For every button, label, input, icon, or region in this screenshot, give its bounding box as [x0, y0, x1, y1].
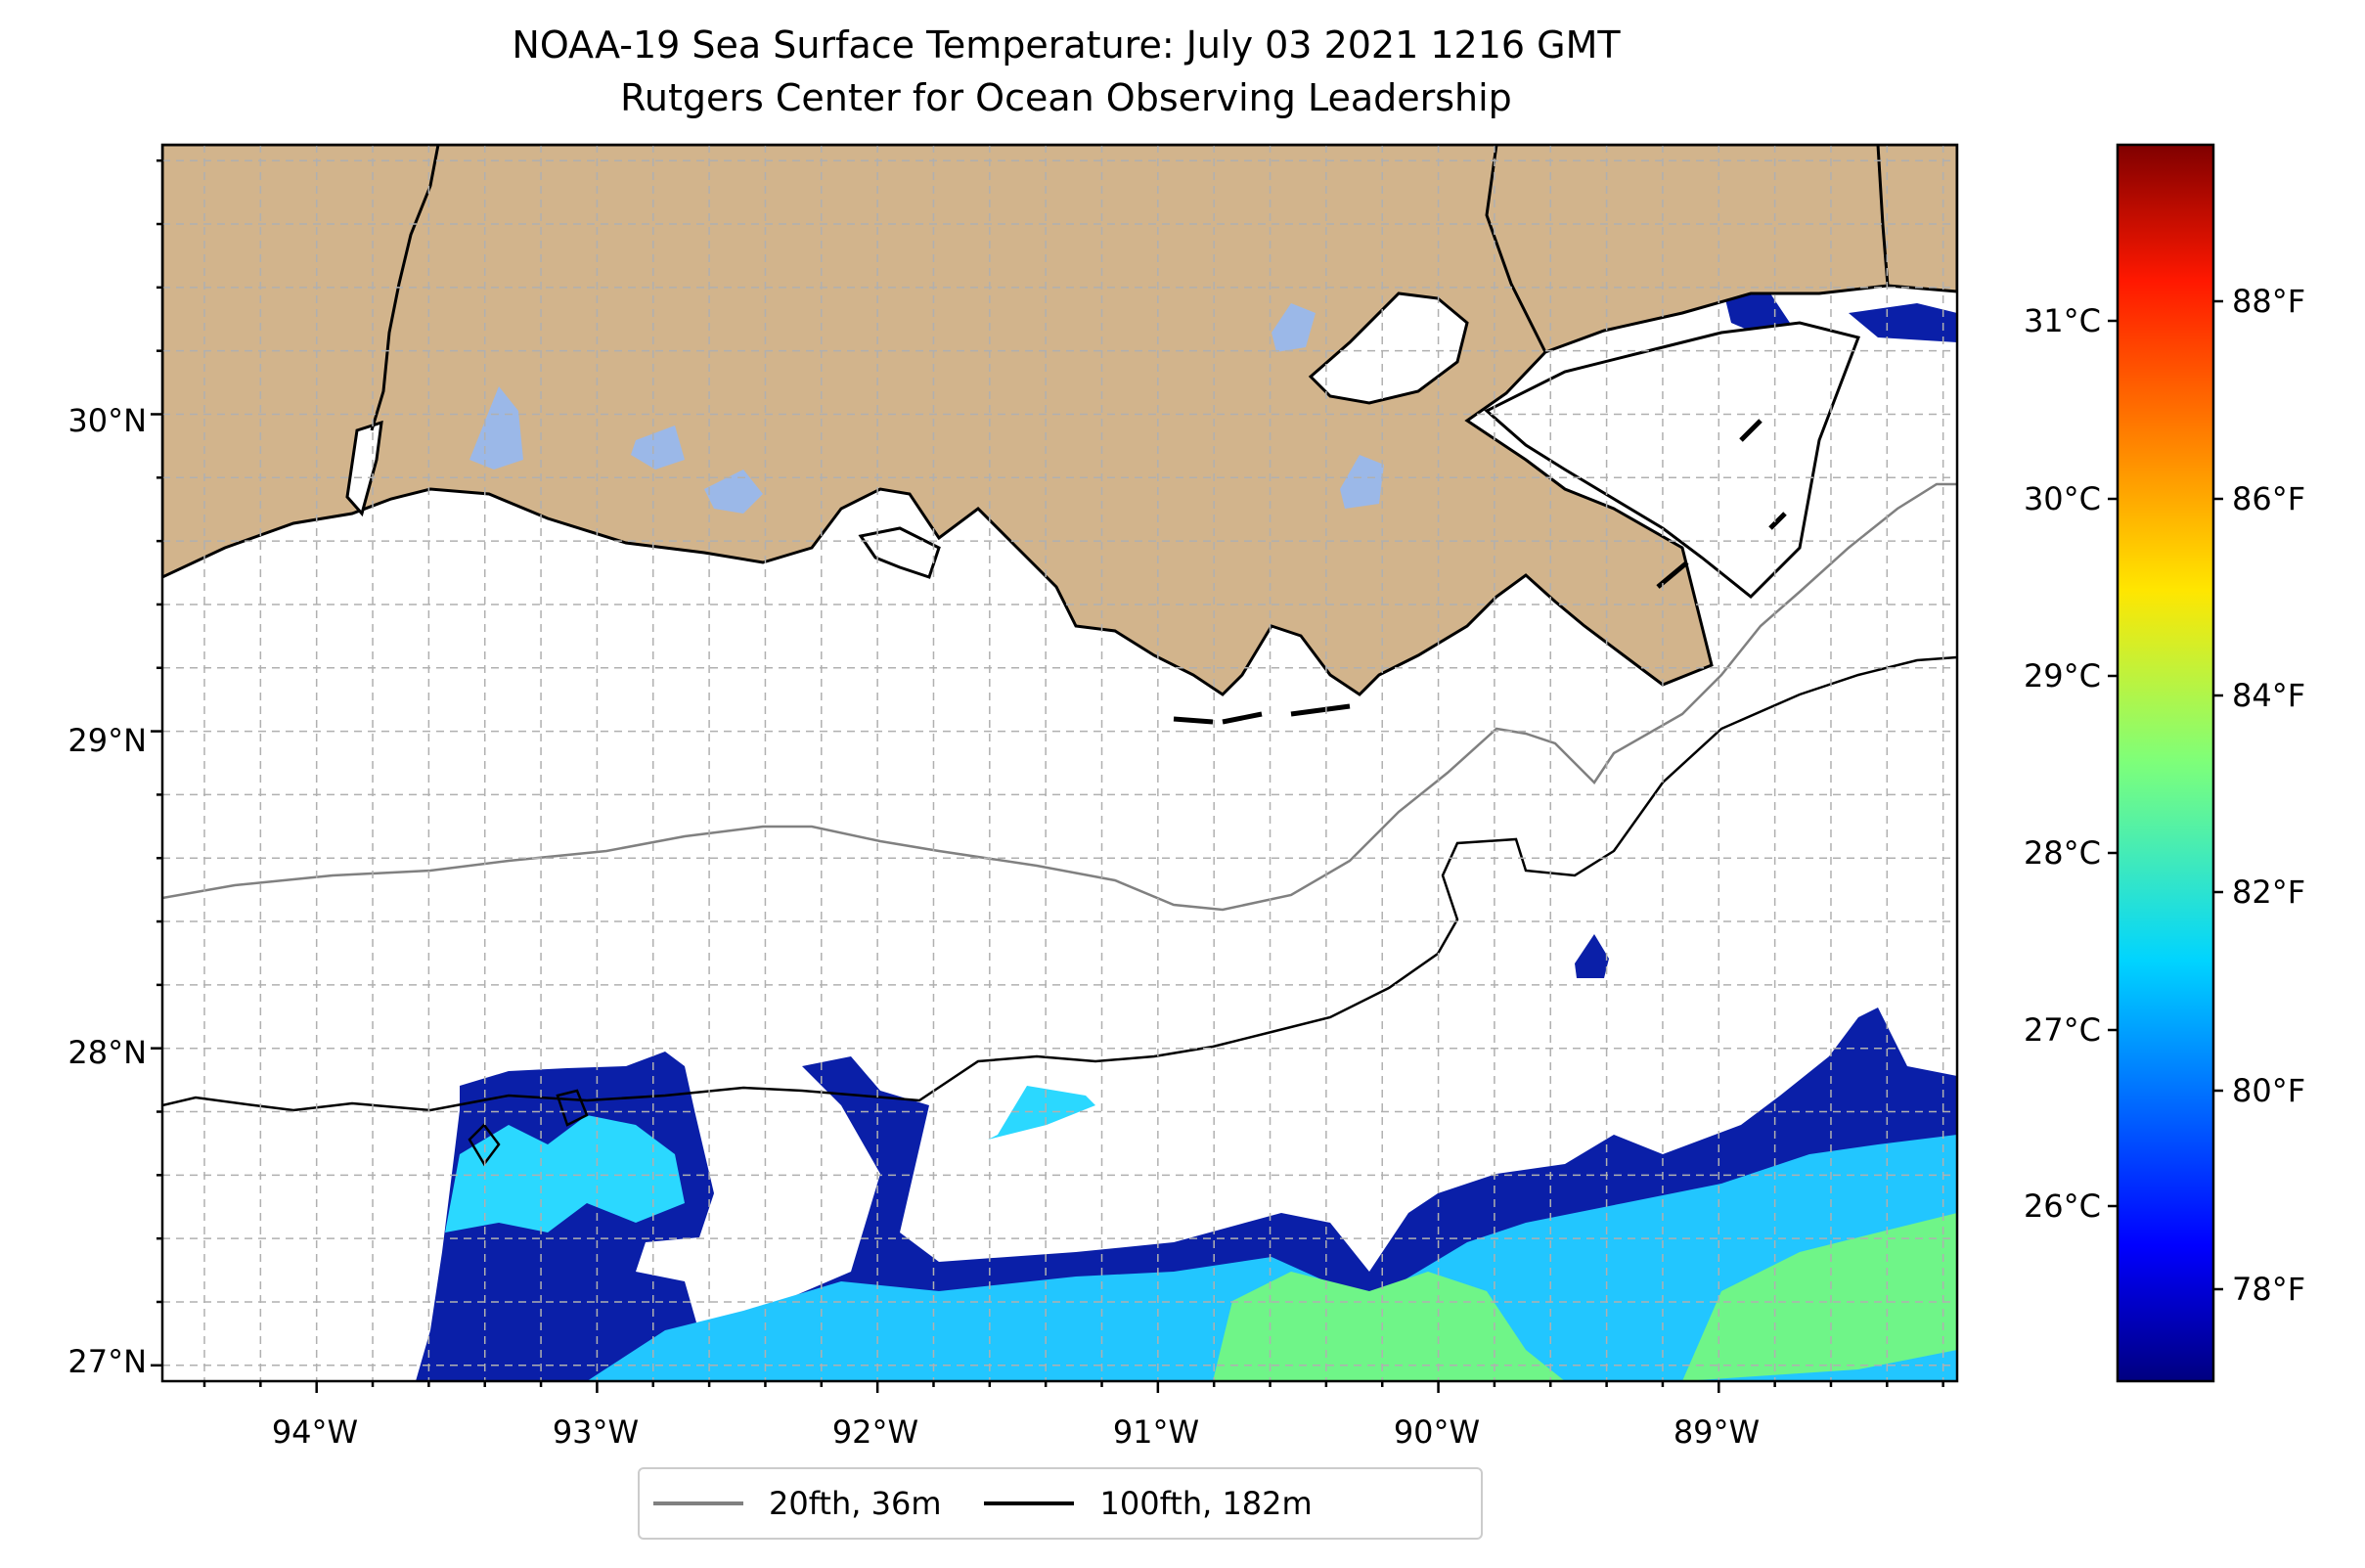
lat-label-28n: 28°N	[67, 1034, 147, 1071]
sst-patch-small	[988, 1086, 1095, 1140]
lake-calcasieu	[469, 386, 523, 470]
sst-patch-west-warm	[445, 1115, 685, 1232]
sst-patch-green	[1213, 1272, 1565, 1381]
fahrenheit-label-88: 88°F	[2232, 283, 2305, 320]
celsius-label-30: 30°C	[2024, 480, 2101, 517]
water-bay-mississippi	[1484, 321, 1861, 600]
contour-legend: 20fth, 36m 100fth, 182m	[638, 1467, 1483, 1540]
celsius-label-28: 28°C	[2024, 834, 2101, 872]
lat-labels: 27°N 28°N 29°N 30°N	[67, 402, 147, 1380]
contour-100fth	[162, 655, 1957, 1112]
water-sabine	[345, 420, 383, 517]
legend-swatch-100fth	[984, 1501, 1075, 1505]
celsius-labels: 26°C 27°C 28°C 29°C 30°C 31°C	[2024, 302, 2101, 1225]
tick-marks	[151, 158, 1944, 1393]
lat-label-30n: 30°N	[67, 402, 147, 439]
fahrenheit-label-84: 84°F	[2232, 677, 2305, 714]
map-subtitle: Rutgers Center for Ocean Observing Leade…	[620, 76, 1512, 119]
colorbar-ticks	[2108, 299, 2223, 1291]
lake-pontchartrain	[1308, 291, 1469, 405]
fahrenheit-labels: 78°F 80°F 82°F 84°F 86°F 88°F	[2232, 283, 2305, 1308]
lake-salvador	[1340, 455, 1384, 509]
celsius-label-27: 27°C	[2024, 1011, 2101, 1049]
lon-label-89w: 89°W	[1673, 1413, 1760, 1451]
lon-labels: 94°W 93°W 92°W 91°W 90°W 89°W	[272, 1413, 1760, 1451]
contour-20fth	[162, 482, 1957, 912]
colorbar: 26°C 27°C 28°C 29°C 30°C 31°C 78°F 80°F …	[2024, 143, 2305, 1383]
fahrenheit-label-86: 86°F	[2232, 480, 2305, 517]
state-border-tx-la	[370, 145, 440, 431]
lon-label-91w: 91°W	[1113, 1413, 1199, 1451]
fahrenheit-label-82: 82°F	[2232, 874, 2305, 911]
legend-label-100fth: 100fth, 182m	[1099, 1485, 1313, 1522]
sst-patch-dot	[1575, 934, 1609, 978]
lake-maurepas	[1272, 303, 1316, 352]
sst-data	[416, 279, 1957, 1381]
lon-label-93w: 93°W	[553, 1413, 639, 1451]
sst-patch-cyan	[587, 1135, 1957, 1381]
contour-100fth-reef	[468, 1089, 589, 1167]
sst-patch-east-green	[1682, 1213, 1957, 1381]
lat-label-27n: 27°N	[67, 1343, 147, 1380]
state-border-la-ms	[1485, 145, 1547, 353]
lat-label-29n: 29°N	[67, 722, 147, 759]
legend-item-20fth: 20fth, 36m	[653, 1485, 941, 1522]
map-frame	[160, 143, 1959, 1383]
lon-label-92w: 92°W	[832, 1413, 918, 1451]
map-title: NOAA-19 Sea Surface Temperature: July 03…	[512, 23, 1621, 67]
legend-label-20fth: 20fth, 36m	[769, 1485, 942, 1522]
state-border-ms-al	[1876, 145, 1890, 287]
lon-label-94w: 94°W	[272, 1413, 358, 1451]
lake-grand	[704, 470, 763, 514]
gridlines	[162, 145, 1957, 1381]
celsius-label-31: 31°C	[2024, 302, 2101, 339]
colorbar-gradient	[2116, 143, 2215, 1383]
lake-white	[631, 426, 685, 470]
fahrenheit-label-78: 78°F	[2232, 1271, 2305, 1308]
celsius-label-29: 29°C	[2024, 657, 2101, 694]
fahrenheit-label-80: 80°F	[2232, 1072, 2305, 1109]
legend-item-100fth: 100fth, 182m	[984, 1485, 1313, 1522]
legend-swatch-20fth	[653, 1501, 743, 1505]
land-louisiana	[162, 145, 1957, 696]
inland-lakes	[469, 303, 1384, 514]
lon-label-90w: 90°W	[1394, 1413, 1480, 1451]
celsius-label-26: 26°C	[2024, 1187, 2101, 1225]
barrier-islands	[1173, 419, 1787, 725]
